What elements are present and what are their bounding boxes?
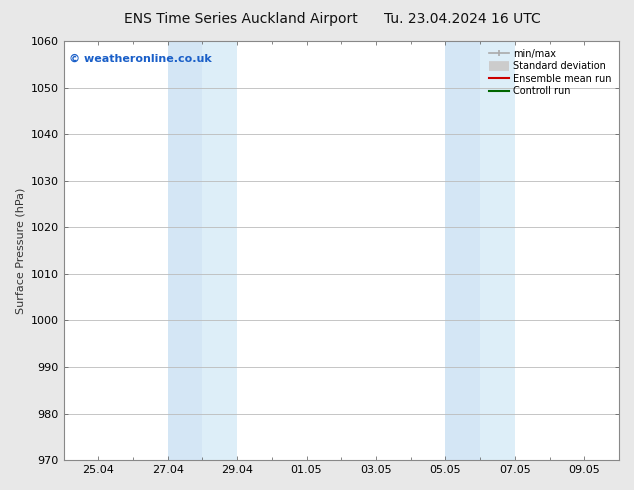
Legend: min/max, Standard deviation, Ensemble mean run, Controll run: min/max, Standard deviation, Ensemble me… (486, 46, 614, 99)
Bar (167, 41, 202, 460)
Text: Tu. 23.04.2024 16 UTC: Tu. 23.04.2024 16 UTC (384, 12, 541, 26)
Bar (480, 41, 515, 460)
Bar (202, 41, 237, 460)
Y-axis label: Surface Pressure (hPa): Surface Pressure (hPa) (15, 187, 25, 314)
Text: ENS Time Series Auckland Airport: ENS Time Series Auckland Airport (124, 12, 358, 26)
Text: © weatheronline.co.uk: © weatheronline.co.uk (69, 53, 212, 64)
Bar (446, 41, 480, 460)
